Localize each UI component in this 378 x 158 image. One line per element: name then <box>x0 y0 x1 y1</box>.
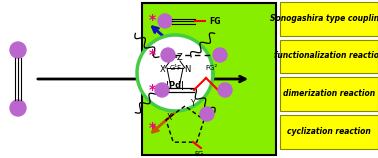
Text: |Pd|: |Pd| <box>166 82 184 91</box>
Text: FG: FG <box>194 151 204 157</box>
Text: *: * <box>149 83 156 97</box>
Text: *: * <box>149 48 156 62</box>
Text: *: * <box>149 121 156 135</box>
Text: Y═Z: Y═Z <box>167 52 183 61</box>
Bar <box>280 115 378 149</box>
Text: *: * <box>149 13 156 27</box>
Bar <box>280 77 378 111</box>
Text: X: X <box>166 113 172 122</box>
Circle shape <box>218 83 232 97</box>
Text: Y: Y <box>191 100 195 109</box>
Text: X: X <box>160 66 166 75</box>
Text: dimerization reaction: dimerization reaction <box>283 89 375 98</box>
Circle shape <box>200 107 214 121</box>
Text: cyclization reaction: cyclization reaction <box>287 127 371 136</box>
Circle shape <box>158 14 172 28</box>
Circle shape <box>213 48 227 62</box>
Text: G¹F: G¹F <box>170 65 182 71</box>
Text: FG: FG <box>209 16 221 25</box>
Circle shape <box>137 35 213 111</box>
Text: Sonogashira type couplings: Sonogashira type couplings <box>270 14 378 23</box>
Circle shape <box>155 83 169 97</box>
Text: N: N <box>184 66 190 75</box>
Bar <box>280 40 378 73</box>
Bar <box>280 2 378 36</box>
Circle shape <box>10 42 26 58</box>
Circle shape <box>10 100 26 116</box>
Text: FG²: FG² <box>206 65 218 71</box>
Text: functionalization reaction: functionalization reaction <box>274 51 378 60</box>
Circle shape <box>161 48 175 62</box>
Bar <box>142 3 276 155</box>
